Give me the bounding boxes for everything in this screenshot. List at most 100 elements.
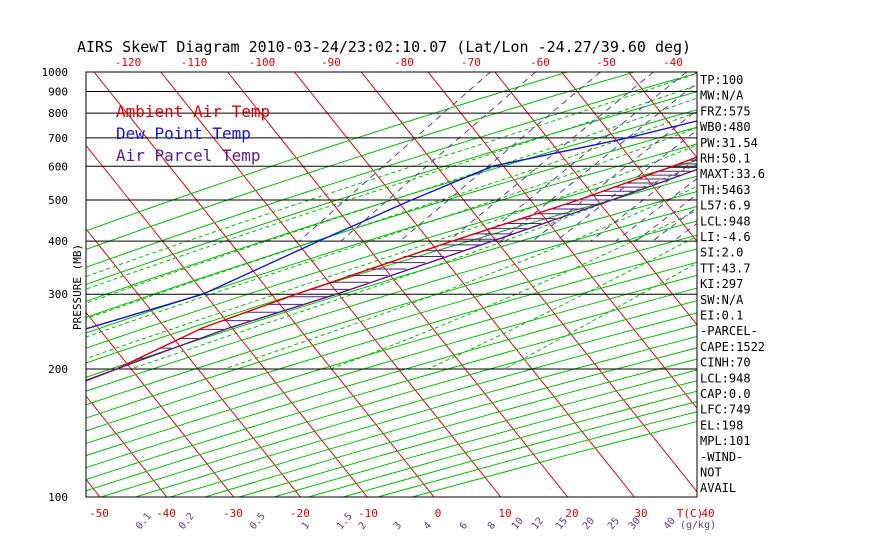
mixing-ratio-tick-label: 4: [422, 520, 434, 532]
stat-readout: LFC:749: [700, 403, 751, 417]
bottom-temp-tick-label: -50: [89, 507, 109, 520]
stat-readout: SW:N/A: [700, 293, 744, 307]
stat-readout: TH:5463: [700, 183, 751, 197]
stat-readout: -PARCEL-: [700, 324, 758, 338]
isotherm-line: [160, 72, 502, 497]
mixing-ratio-tick-label: 8: [486, 520, 498, 532]
legend-entry-3: Air Parcel Temp: [116, 146, 261, 165]
bottom-temp-tick-label: 20: [565, 507, 578, 520]
moist-adiabat-line: [427, 235, 697, 370]
moist-adiabat-line: [223, 185, 697, 370]
mixing-ratio-tick-label: 0.1: [134, 511, 154, 532]
mixing-ratio-tick-label: 40: [662, 516, 678, 532]
dry-adiabat-line: [86, 72, 568, 232]
chart-title: AIRS SkewT Diagram 2010-03-24/23:02:10.0…: [77, 38, 691, 56]
stat-readout: LI:-4.6: [700, 230, 751, 244]
legend-entry-2: Dew Point Temp: [116, 124, 251, 143]
isotherm-line: [628, 72, 697, 159]
stat-readout: RH:50.1: [700, 152, 751, 166]
isotherm-line: [0, 72, 33, 497]
bottom-temp-tick-label: -10: [358, 507, 378, 520]
bottom-temp-tick-label: -20: [290, 507, 310, 520]
mixing-ratio-tick-label: 12: [530, 516, 546, 532]
series-line-dew-point-temp: [86, 120, 697, 330]
dry-adiabat-line: [377, 411, 697, 497]
top-temp-tick-label: -70: [461, 56, 481, 69]
stat-readout: CAP:0.0: [700, 387, 751, 401]
dry-adiabat-line: [86, 175, 697, 364]
top-temp-tick-label: -60: [530, 56, 550, 69]
t-unit-label: T(C): [677, 507, 704, 520]
stat-readout: SI:2.0: [700, 246, 743, 260]
mixing-ratio-tick-label: 1: [300, 520, 312, 532]
bottom-temp-tick-label: 30: [634, 507, 647, 520]
pressure-tick-label: 200: [48, 363, 68, 376]
dry-adiabat-line: [239, 369, 697, 497]
dry-adiabat-line: [86, 274, 697, 457]
dry-adiabat-line: [86, 261, 697, 445]
mixing-ratio-tick-label: 0.2: [177, 511, 197, 532]
y-axis-label: PRESSURE (MB): [71, 244, 84, 330]
dry-adiabat-line: [86, 287, 697, 469]
stat-readout: KI:297: [700, 277, 743, 291]
mixing-ratio-tick-label: 10: [510, 516, 526, 532]
stat-readout: TP:100: [700, 73, 743, 87]
bottom-temp-tick-label: 40: [701, 507, 714, 520]
pressure-tick-label: 500: [48, 194, 68, 207]
dry-adiabat-line: [86, 248, 697, 432]
pressure-tick-label: 300: [48, 288, 68, 301]
mixing-ratio-tick-label: 6: [458, 520, 470, 532]
isotherm-line: [93, 72, 435, 497]
pressure-tick-label: 900: [48, 85, 68, 98]
legend-entry-1: Ambient Air Temp: [116, 102, 270, 121]
moist-adiabat-line: [130, 164, 697, 370]
pressure-tick-label: 700: [48, 132, 68, 145]
mixing-ratio-tick-label: 20: [581, 516, 597, 532]
stat-readout: LCL:948: [700, 214, 751, 228]
top-temp-tick-label: -120: [115, 56, 142, 69]
stat-readout: MW:N/A: [700, 89, 744, 103]
pressure-tick-label: 100: [48, 491, 68, 504]
top-temp-tick-label: -90: [321, 56, 341, 69]
dry-adiabat-line: [86, 300, 697, 480]
stat-readout: CAPE:1522: [700, 340, 765, 354]
isotherm-line: [86, 144, 368, 497]
pressure-tick-label: 800: [48, 107, 68, 120]
stat-readout: AVAIL: [700, 481, 736, 495]
dry-adiabat-line: [86, 109, 697, 302]
bottom-temp-tick-label: 0: [435, 507, 442, 520]
pressure-tick-label: 600: [48, 160, 68, 173]
stat-readout: MAXT:33.6: [700, 167, 765, 181]
moist-adiabat-line: [329, 209, 697, 370]
stat-readout: WB0:480: [700, 120, 751, 134]
top-temp-tick-label: -100: [249, 56, 276, 69]
dry-adiabat-line: [86, 72, 635, 250]
isotherm-line: [762, 72, 870, 497]
stat-readout: EI:0.1: [700, 309, 743, 323]
dry-adiabat-line: [86, 220, 697, 406]
pressure-tick-label: 1000: [42, 66, 69, 79]
isotherm-line: [360, 72, 697, 493]
isotherm-line: [86, 228, 301, 497]
isotherm-line: [561, 72, 697, 243]
bottom-temp-tick-label: -40: [156, 507, 176, 520]
dry-adiabat-line: [86, 190, 697, 378]
plot-area: [0, 72, 870, 497]
isotherm-line: [294, 72, 635, 497]
dry-adiabat-line: [86, 159, 697, 349]
dry-adiabat-line: [86, 72, 697, 268]
moist-adiabat-line: [86, 72, 697, 278]
mixing-ratio-tick-label: 2: [357, 520, 369, 532]
pressure-tick-label: 400: [48, 235, 68, 248]
mixing-ratio-tick-label: 1.5: [335, 511, 355, 532]
dry-adiabat-line: [86, 91, 697, 286]
mixing-ratio-tick-label: 0.5: [248, 511, 268, 532]
stat-readout: EL:198: [700, 418, 743, 432]
isotherm-line: [829, 72, 870, 497]
dry-adiabat-line: [86, 312, 697, 492]
stat-readout: MPL:101: [700, 434, 751, 448]
dry-adiabat-line: [86, 143, 697, 334]
isotherm-line: [494, 72, 697, 326]
stat-readout: CINH:70: [700, 356, 751, 370]
